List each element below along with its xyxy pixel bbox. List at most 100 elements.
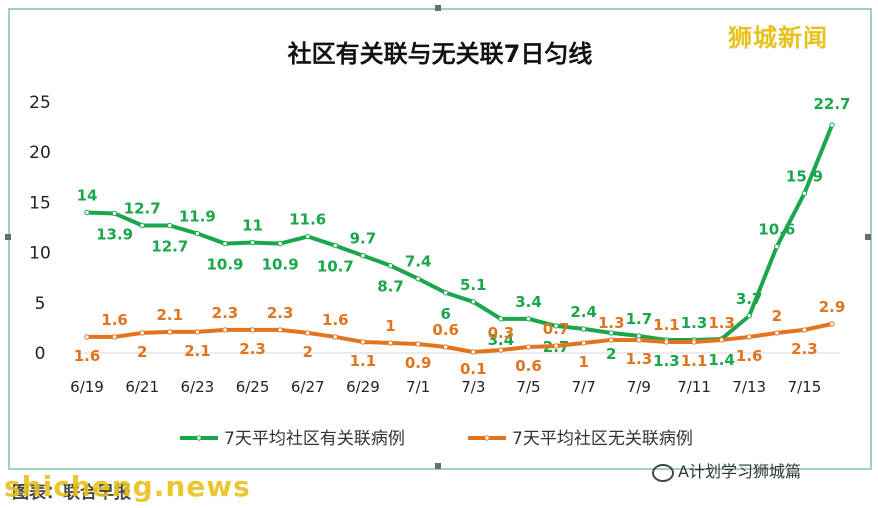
data-point [498, 316, 504, 322]
data-label: 14 [77, 186, 98, 204]
data-point [415, 276, 421, 282]
line-chart: 社区有关联与无关联7日匀线 0 5 10 15 20 25 6/19 6/21 6/23 6/25 6… [29, 40, 850, 449]
y-tick-label: 0 [35, 344, 46, 364]
resize-handle-left[interactable] [5, 234, 11, 240]
data-label: 0.7 [543, 320, 570, 338]
data-point [470, 349, 476, 355]
data-label: 6 [440, 305, 450, 323]
data-point [663, 339, 670, 345]
data-label: 3.4 [488, 331, 515, 349]
wechat-label: A计划学习狮城篇 [678, 462, 801, 481]
data-point [774, 330, 780, 336]
data-point [277, 240, 283, 247]
x-tick-label: 7/5 [516, 378, 540, 396]
data-label: 0.3 [488, 324, 515, 342]
data-label: 0.9 [405, 354, 432, 372]
data-point [194, 230, 201, 237]
data-point [387, 340, 394, 346]
data-point [498, 347, 504, 353]
x-tick-label: 7/13 [732, 378, 766, 396]
resize-handle-right[interactable] [865, 234, 871, 240]
legend-marker [196, 435, 202, 441]
y-tick-label: 10 [29, 244, 51, 264]
data-label: 2.3 [239, 340, 266, 358]
data-label: 2 [303, 343, 313, 361]
data-label: 1 [385, 317, 395, 335]
data-point [525, 344, 532, 350]
data-label: 1.4 [708, 351, 735, 369]
source-caption: 图表：联合早报 [12, 483, 131, 503]
data-point [580, 340, 587, 346]
data-label: 1.6 [101, 311, 128, 329]
x-tick-label: 7/11 [677, 378, 711, 396]
data-point [305, 233, 311, 240]
data-point [360, 339, 366, 345]
watermark-top: 狮城新闻 [728, 24, 828, 52]
data-point [718, 337, 725, 343]
data-label: 1.6 [322, 311, 349, 329]
data-label: 1.3 [708, 314, 735, 332]
data-point [443, 290, 449, 296]
watermark-bottom: shicheng.news [4, 470, 251, 503]
data-point [222, 240, 228, 247]
x-tick-label: 7/15 [788, 378, 822, 396]
data-point [249, 239, 256, 246]
data-label: 1.6 [736, 347, 763, 365]
data-label: 3.4 [515, 293, 542, 311]
data-label: 2.1 [156, 306, 183, 324]
data-label: 12.7 [124, 199, 161, 217]
x-tick-label: 7/1 [406, 378, 430, 396]
data-point [249, 327, 256, 333]
data-label: 9.7 [350, 230, 377, 248]
data-point [829, 321, 835, 327]
data-label: 1.1 [350, 352, 377, 370]
x-tick-label: 6/29 [346, 378, 380, 396]
data-point [829, 122, 835, 128]
legend-label: 7天平均社区有关联病例 [224, 429, 405, 449]
data-point [332, 242, 339, 249]
data-point [194, 329, 201, 335]
data-label: 2.3 [212, 304, 239, 322]
data-point [801, 327, 808, 333]
x-tick-label: 7/7 [572, 378, 596, 396]
data-label: 2 [137, 343, 147, 361]
data-label: 1.3 [598, 314, 625, 332]
data-label: 5.1 [460, 276, 487, 294]
y-tick-label: 20 [29, 143, 51, 163]
data-label: 1.3 [653, 352, 680, 370]
data-label: 2.4 [570, 303, 597, 321]
resize-handle-top[interactable] [435, 5, 441, 11]
data-label: 10.9 [206, 256, 243, 274]
data-point [305, 330, 311, 336]
data-label: 2.9 [819, 298, 846, 316]
data-point [608, 337, 614, 343]
resize-handle-bottom[interactable] [435, 463, 441, 469]
data-point [525, 316, 532, 322]
data-label: 11.9 [179, 208, 216, 226]
data-point [111, 334, 118, 340]
data-label: 3.7 [736, 290, 763, 308]
series-line-2 [87, 321, 833, 354]
x-tick-label: 6/21 [125, 378, 159, 396]
data-point [746, 313, 752, 319]
data-label: 8.7 [377, 278, 404, 296]
x-tick-label: 6/27 [291, 378, 325, 396]
data-label: 22.7 [813, 95, 850, 113]
data-label: 1.1 [653, 316, 680, 334]
data-label: 11 [242, 217, 263, 235]
data-point [167, 222, 173, 229]
data-label: 2 [606, 345, 616, 363]
data-label: 0.1 [460, 360, 487, 378]
x-tick-label: 6/23 [181, 378, 215, 396]
wechat-account[interactable]: A计划学习狮城篇 [652, 458, 801, 482]
data-point [608, 330, 614, 336]
x-tick-label: 6/25 [236, 378, 270, 396]
x-tick-label: 7/9 [627, 378, 651, 396]
data-point [580, 326, 587, 332]
data-label: 1.3 [681, 314, 708, 332]
data-label: 15.9 [786, 167, 823, 185]
data-point [84, 209, 90, 216]
data-label: 1.3 [626, 350, 653, 368]
data-label: 10.7 [317, 258, 354, 276]
legend-marker [484, 435, 490, 441]
